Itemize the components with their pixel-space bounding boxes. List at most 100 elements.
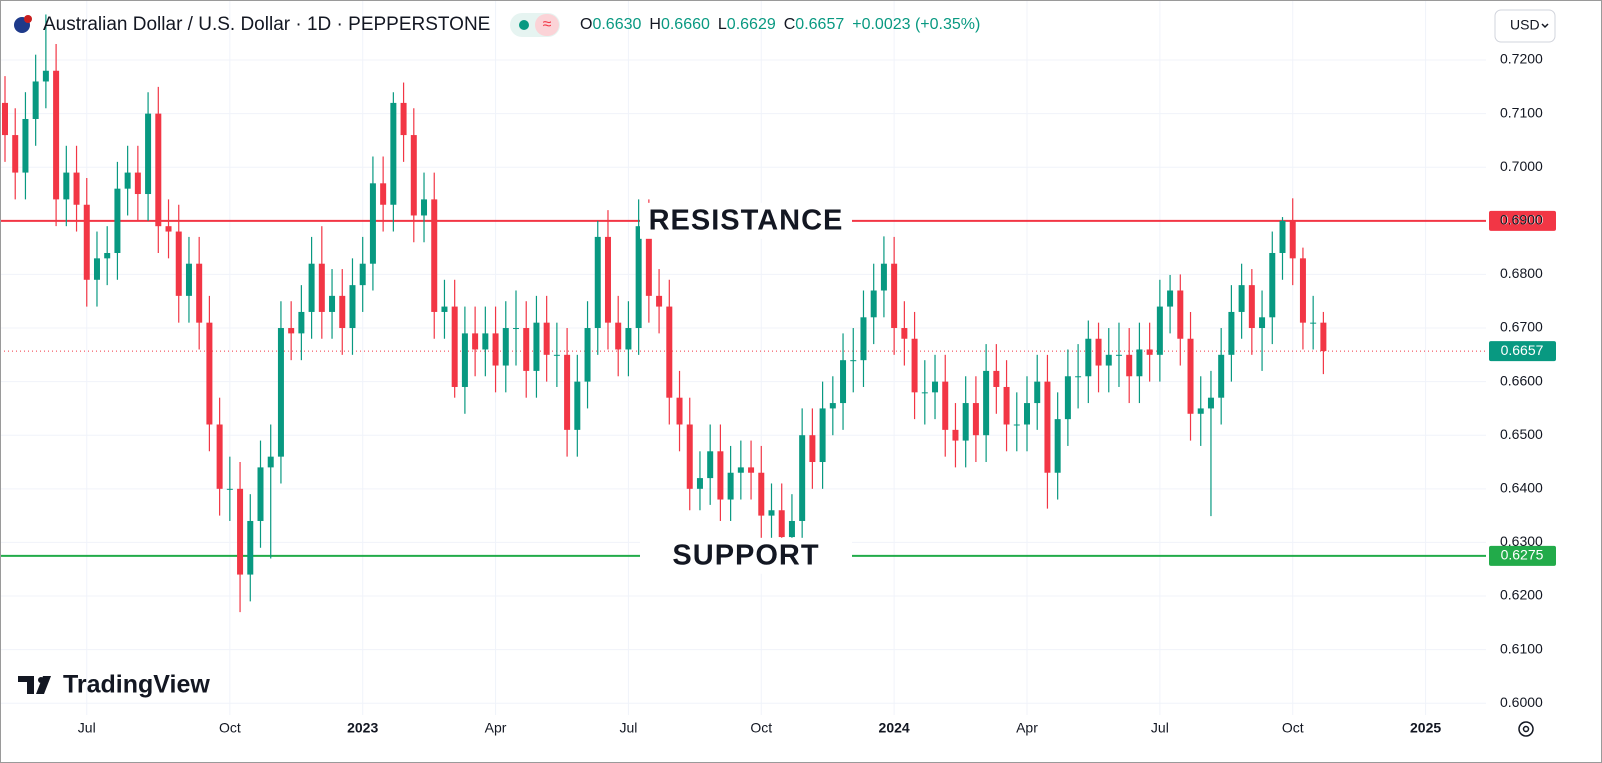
price-tag-label: 0.6275: [1501, 547, 1544, 563]
candle-body: [1126, 354, 1133, 377]
y-tick-label: 0.6200: [1500, 587, 1543, 603]
candle-body: [1024, 403, 1030, 425]
candle-body: [114, 188, 121, 253]
delay-icon: ≈: [543, 16, 552, 33]
x-tick-label: Apr: [485, 720, 507, 736]
candle-body: [737, 467, 744, 473]
symbol-title[interactable]: Australian Dollar / U.S. Dollar · 1D · P…: [43, 14, 490, 35]
candle-body: [748, 467, 755, 473]
candle-body: [707, 451, 714, 479]
candle-body: [819, 408, 826, 463]
flag-icon: [24, 15, 32, 23]
candle-body: [83, 204, 90, 280]
candle-body: [584, 328, 591, 382]
candle-body: [124, 172, 131, 189]
candle-body: [196, 263, 203, 323]
x-tick-label: Jul: [619, 720, 637, 736]
currency: USD: [1510, 17, 1540, 33]
settings-icon[interactable]: [1518, 721, 1534, 737]
candle-body: [921, 392, 928, 394]
candle-body: [1269, 252, 1276, 318]
watermark: TradingView: [63, 671, 210, 699]
y-tick-label: 0.7200: [1500, 51, 1543, 67]
candle-body: [390, 102, 397, 205]
candle-body: [1105, 354, 1112, 366]
candle-body: [1146, 349, 1153, 355]
candle-body: [318, 263, 325, 312]
candle-body: [247, 520, 254, 575]
x-tick-label: 2025: [1410, 720, 1441, 736]
candle-body: [339, 295, 346, 329]
y-tick-label: 0.6000: [1500, 694, 1543, 710]
candle-body: [993, 370, 1000, 387]
candle-body: [410, 135, 417, 216]
candle-body: [1187, 338, 1194, 414]
candle-body: [676, 397, 683, 425]
candle-body: [431, 199, 438, 312]
candle-body: [523, 328, 530, 371]
currency-button[interactable]: [1494, 9, 1556, 43]
candles: [2, 14, 1327, 613]
candle-body: [145, 113, 152, 195]
candle-body: [1248, 285, 1255, 329]
level-label: SUPPORT: [672, 539, 819, 571]
candle-body: [543, 322, 550, 355]
change: +0.0023 (+0.35%): [852, 16, 980, 33]
ohlc-key: H: [649, 16, 661, 33]
candle-body: [635, 226, 642, 329]
candle-body: [502, 328, 509, 366]
candle-body: [42, 70, 49, 82]
candle-body: [850, 360, 857, 362]
candle-body: [134, 172, 141, 195]
candle-body: [727, 472, 734, 500]
ohlc-value: 0.6660: [661, 16, 710, 33]
candle-body: [308, 263, 315, 312]
price-tag: [1489, 210, 1556, 231]
candle-body: [983, 370, 990, 436]
candle-body: [952, 429, 959, 441]
candle-body: [686, 424, 693, 489]
candle-body: [533, 322, 540, 371]
candle-body: [1289, 220, 1296, 259]
y-tick-label: 0.6700: [1500, 319, 1543, 335]
candle-body: [2, 102, 8, 136]
y-tick-label: 0.6900: [1500, 212, 1543, 228]
candle-body: [932, 381, 939, 393]
watermark-logo: [38, 677, 44, 683]
candle-body: [288, 328, 295, 334]
candle-body: [553, 354, 560, 356]
candle-body: [1228, 311, 1235, 355]
level-label-bg: [640, 537, 852, 574]
candle-body: [880, 263, 887, 291]
candle-body: [778, 510, 785, 538]
candle-body: [185, 263, 192, 296]
x-tick-label: Oct: [1282, 720, 1304, 736]
y-tick-label: 0.6500: [1500, 426, 1543, 442]
delay-pill: [535, 14, 559, 36]
x-tick-label: Jul: [78, 720, 96, 736]
candle-body: [696, 478, 703, 489]
candle-body: [1044, 381, 1051, 473]
candle-body: [63, 172, 70, 200]
candle-body: [666, 306, 673, 398]
x-tick-label: Oct: [219, 720, 241, 736]
ohlc-key: O: [580, 16, 592, 33]
candle-body: [1218, 354, 1225, 398]
price-tag-label: 0.6657: [1501, 342, 1544, 358]
candle-body: [400, 102, 407, 136]
candle-body: [1167, 290, 1174, 307]
level-label: RESISTANCE: [649, 204, 844, 236]
y-tick-label: 0.7000: [1500, 158, 1543, 174]
candle-body: [104, 252, 111, 259]
candle-body: [73, 172, 80, 205]
candle-body: [1320, 322, 1327, 352]
y-tick-label: 0.6600: [1500, 372, 1543, 388]
candle-body: [298, 311, 305, 334]
candle-body: [226, 488, 233, 490]
candle-body: [277, 328, 284, 457]
candle-body: [911, 338, 918, 393]
candle-body: [788, 520, 795, 538]
candle-body: [1238, 285, 1245, 312]
candle-body: [972, 403, 979, 436]
